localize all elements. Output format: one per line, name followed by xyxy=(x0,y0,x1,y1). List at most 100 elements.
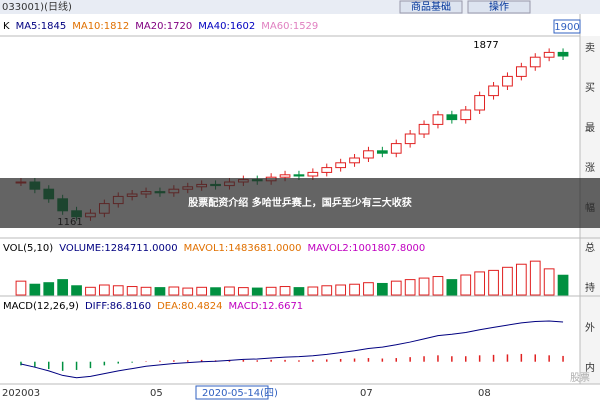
volume-bar xyxy=(363,282,374,296)
candle xyxy=(488,85,499,97)
volume-bar xyxy=(210,287,221,296)
candle xyxy=(279,174,291,178)
volume-bar xyxy=(168,286,180,296)
candle xyxy=(335,162,347,169)
candle xyxy=(363,150,374,159)
indicator-label: K xyxy=(3,21,10,32)
candle xyxy=(432,114,444,125)
volume-bar xyxy=(182,287,194,296)
volume-bar xyxy=(515,263,527,296)
volume-bar xyxy=(446,279,458,296)
caption: 股票配资介绍 多哈世乒赛上，国乒至少有三大收获 xyxy=(188,196,411,209)
volume-bar xyxy=(293,287,305,296)
volume-bar xyxy=(488,269,499,296)
date-label: 2020-05-14(四) xyxy=(202,388,278,399)
volume-bar xyxy=(335,284,347,296)
candle xyxy=(418,123,430,135)
volume-bar xyxy=(543,268,555,296)
watermark: 股票 xyxy=(570,372,590,384)
indicator-label: MA10:1812 xyxy=(72,21,129,32)
button-label[interactable]: 商品基础 xyxy=(411,0,451,13)
date-label: 08 xyxy=(478,388,491,399)
price-label: 1900 xyxy=(554,22,579,33)
volume-bar xyxy=(404,279,416,296)
candle xyxy=(502,75,513,87)
volume-bar xyxy=(29,283,41,296)
volume-bar xyxy=(502,266,513,296)
volume-bar xyxy=(98,284,110,296)
candle xyxy=(390,143,402,154)
volume-bar xyxy=(224,286,235,296)
volume-bar xyxy=(279,286,291,296)
candle xyxy=(557,51,569,57)
diff-line xyxy=(20,320,564,379)
candle xyxy=(321,167,333,173)
date-label: 202003 xyxy=(2,388,40,399)
sidebar-label: 买 xyxy=(585,82,595,94)
candle xyxy=(515,66,527,77)
candle xyxy=(446,114,458,121)
volume-bar xyxy=(196,286,208,296)
volume-bar xyxy=(251,287,263,296)
candle xyxy=(307,171,319,177)
indicator-label: MAVOL1:1483681.0000 xyxy=(184,243,302,254)
sidebar-label: 持 xyxy=(585,281,595,294)
candle xyxy=(404,133,416,145)
volume-bar xyxy=(321,285,333,296)
volume-bar xyxy=(265,286,277,296)
button-label[interactable]: 操作 xyxy=(489,0,509,13)
button[interactable] xyxy=(399,0,463,14)
caption-band xyxy=(0,178,600,228)
sidebar-label: 内 xyxy=(585,361,595,374)
volume-bar xyxy=(237,287,249,296)
indicator-label: MACD(12,26,9) xyxy=(3,301,79,312)
volume-bar xyxy=(43,282,55,296)
volume-bar xyxy=(432,276,444,296)
volume-bar xyxy=(154,287,166,296)
candle xyxy=(543,51,555,58)
volume-bar xyxy=(529,260,541,296)
volume-bar xyxy=(460,274,472,296)
indicator-label: DIFF:86.8160 xyxy=(85,301,151,312)
volume-bar xyxy=(474,271,486,296)
sidebar-label: 总 xyxy=(585,241,595,254)
date-label: 07 xyxy=(360,388,373,399)
sidebar-label: 卖 xyxy=(585,42,595,54)
indicator-label: MA5:1845 xyxy=(16,21,67,32)
volume-bar xyxy=(85,286,96,296)
volume-bar xyxy=(140,286,152,296)
volume-bar xyxy=(418,277,430,296)
indicator-label: MAVOL2:1001807.8000 xyxy=(307,243,425,254)
sidebar-label: 外 xyxy=(585,322,595,334)
candle xyxy=(460,109,472,121)
indicator-label: MA60:1529 xyxy=(261,21,318,32)
price-box xyxy=(553,19,581,34)
button[interactable] xyxy=(467,0,531,14)
volume-bar xyxy=(307,286,319,296)
volume-bar xyxy=(349,283,360,296)
volume-bar xyxy=(15,280,27,296)
candle xyxy=(474,95,486,111)
candle xyxy=(529,56,541,68)
candle xyxy=(376,150,388,154)
volume-bar xyxy=(71,285,82,296)
indicator-label: VOLUME:1284711.0000 xyxy=(59,243,177,254)
indicator-label: DEA:80.4824 xyxy=(157,301,222,312)
indicator-label: MACD:12.6671 xyxy=(228,301,303,312)
volume-bar xyxy=(112,285,124,296)
volume-bar xyxy=(57,279,69,296)
sidebar-label: 最 xyxy=(585,122,595,134)
volume-bar xyxy=(390,280,402,296)
header-code: 033001)(日线) xyxy=(2,0,72,13)
cursor-date-box xyxy=(195,385,269,400)
sidebar-label: 涨 xyxy=(585,162,595,174)
indicator-label: MA40:1602 xyxy=(198,21,255,32)
volume-bar xyxy=(126,286,138,296)
indicator-label: MA20:1720 xyxy=(135,21,192,32)
candle xyxy=(293,174,305,177)
volume-bar xyxy=(376,282,388,296)
date-label: 05 xyxy=(150,388,163,399)
volume-bar xyxy=(557,274,569,296)
high-label: 1877 xyxy=(473,40,498,51)
